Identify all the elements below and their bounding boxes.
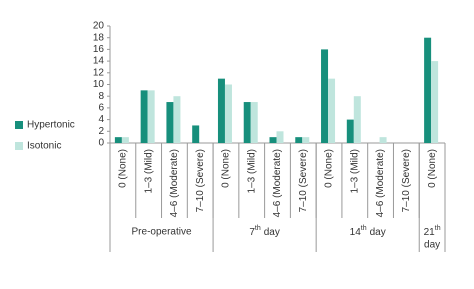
x-tick-label: 1–3 (Mild): [143, 149, 154, 193]
group-word: day: [264, 227, 280, 238]
group-label: 7th day: [249, 225, 280, 238]
bar: [140, 90, 148, 143]
legend-label: Hypertonic: [27, 120, 75, 131]
x-tick-label: 0 (None): [221, 149, 232, 188]
bar: [217, 78, 225, 143]
bar: [121, 137, 129, 143]
legend-swatch: [15, 121, 23, 129]
bar: [173, 96, 181, 143]
bar: [431, 61, 439, 143]
y-tick-label: 14: [93, 56, 105, 67]
bar: [276, 131, 284, 143]
y-tick-label: 4: [98, 114, 104, 125]
group-label: 14th day: [350, 225, 386, 238]
x-tick-label: 0 (None): [324, 149, 335, 188]
x-tick-label: 4–6 (Moderate): [169, 149, 180, 217]
group-number: 21: [424, 227, 436, 238]
y-tick-label: 8: [98, 91, 104, 102]
bar: [295, 137, 303, 143]
group-suffix: th: [361, 225, 367, 232]
bar: [424, 37, 432, 144]
x-tick-label: 0 (None): [118, 149, 129, 188]
x-tick-label: 1–3 (Mild): [349, 149, 360, 193]
x-tick-label: 1–3 (Mild): [246, 149, 257, 193]
group-word: day: [424, 240, 440, 251]
x-tick-label: 7–10 (Severe): [298, 149, 309, 212]
y-tick-label: 10: [93, 79, 105, 90]
y-tick-label: 16: [93, 44, 105, 55]
x-tick-label: 0 (None): [427, 149, 438, 188]
bar: [321, 49, 329, 143]
x-tick-label: 4–6 (Moderate): [375, 149, 386, 217]
y-tick-label: 0: [98, 138, 104, 149]
bar: [243, 102, 251, 143]
y-tick-label: 18: [93, 32, 105, 43]
bar: [250, 102, 258, 143]
group-word: day: [370, 227, 386, 238]
bar: [269, 137, 277, 143]
y-tick-label: 20: [93, 21, 105, 32]
bar: [147, 90, 155, 143]
x-tick-label: 7–10 (Severe): [195, 149, 206, 212]
group-number: 14: [350, 227, 362, 238]
group-label: Pre-operative: [132, 227, 192, 238]
bar: [379, 137, 387, 143]
legend-swatch: [15, 142, 23, 150]
y-tick-label: 2: [98, 126, 104, 137]
bar: [302, 137, 310, 143]
bar: [166, 102, 174, 143]
legend-label: Isotonic: [27, 141, 61, 152]
group-suffix: th: [255, 225, 261, 232]
bar: [353, 96, 361, 143]
y-tick-label: 12: [93, 67, 105, 78]
x-tick-label: 7–10 (Severe): [401, 149, 412, 212]
group-number: 7: [249, 227, 255, 238]
bar: [192, 125, 200, 143]
group-label: 21th: [424, 225, 441, 238]
bar: [114, 137, 122, 143]
group-suffix: th: [435, 225, 441, 232]
bar: [328, 78, 336, 143]
y-tick-label: 6: [98, 103, 104, 114]
x-tick-label: 4–6 (Moderate): [272, 149, 283, 217]
bar: [224, 84, 232, 143]
bar: [346, 119, 354, 143]
